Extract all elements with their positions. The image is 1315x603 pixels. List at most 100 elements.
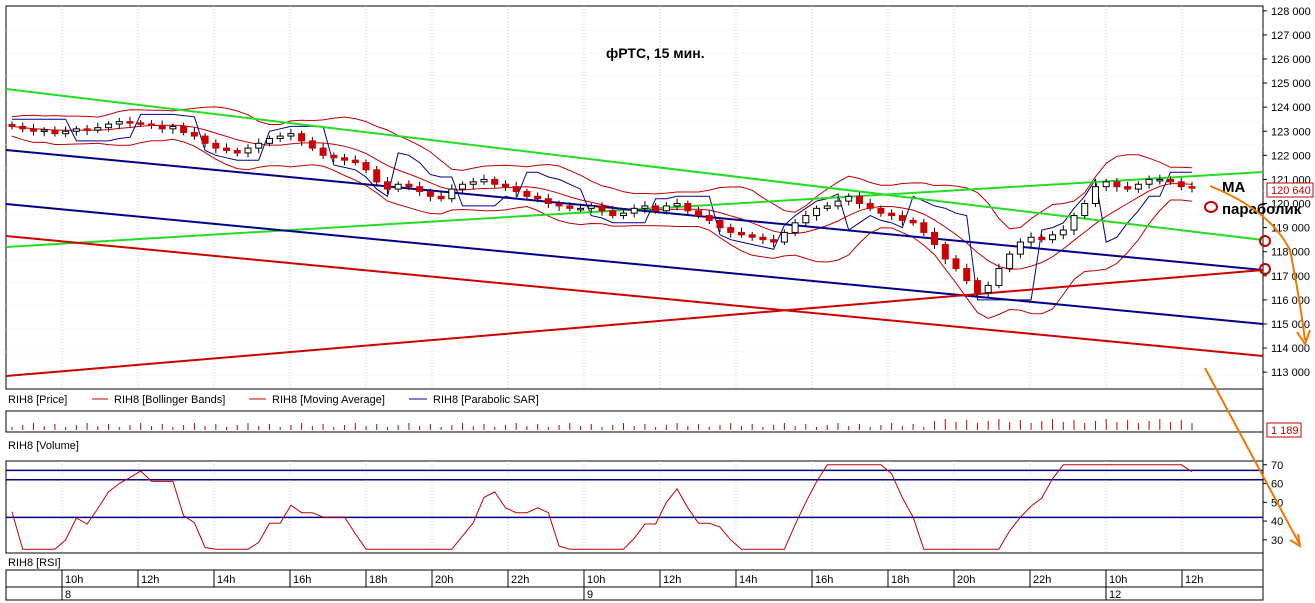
candle-body: [394, 183, 402, 190]
candle-body: [705, 215, 713, 221]
candle-body: [845, 195, 853, 202]
candle-body: [330, 154, 338, 159]
candle-body: [459, 183, 467, 190]
candle-body: [909, 219, 917, 224]
candle-body: [29, 128, 37, 132]
candle-body: [759, 236, 767, 241]
marker-circle: [1259, 235, 1271, 247]
candle-body: [898, 215, 906, 221]
candle-body: [748, 234, 756, 238]
candle-body: [169, 125, 177, 130]
candle-body: [147, 123, 155, 127]
candle-body: [587, 205, 595, 209]
candle-body: [501, 183, 509, 188]
legend-bollinger: RIH8 [Bollinger Bands]: [114, 394, 225, 406]
candle-body: [1156, 178, 1164, 182]
candle-body: [566, 205, 574, 209]
candle-body: [244, 147, 252, 154]
candle-body: [1016, 241, 1024, 255]
time-tick-label: 10h: [1109, 574, 1127, 586]
legend-sar: RIH8 [Parabolic SAR]: [433, 394, 539, 406]
candle-body: [137, 122, 145, 125]
candle-body: [1134, 183, 1142, 190]
day-tick-label: 9: [587, 589, 593, 601]
candle-body: [716, 219, 724, 229]
candle-body: [1102, 181, 1110, 188]
candle-body: [813, 207, 821, 217]
candle-body: [40, 129, 48, 133]
candle-body: [727, 227, 735, 233]
marker-circle: [1259, 263, 1271, 275]
candle-body: [105, 123, 113, 129]
rsi-tick-label: 40: [1271, 516, 1283, 528]
candle-body: [1006, 253, 1014, 270]
day-tick-label: 8: [65, 589, 71, 601]
candle-body: [652, 205, 660, 212]
price-tick-label: 123 000: [1271, 126, 1311, 138]
last-volume-value: 1 189: [1271, 425, 1299, 437]
price-tick-label: 122 000: [1271, 150, 1311, 162]
candle-body: [351, 159, 359, 164]
candle-body: [995, 268, 1003, 286]
price-panel-frame: [5, 5, 1264, 390]
candle-body: [512, 186, 520, 192]
time-tick-label: 18h: [891, 574, 909, 586]
candle-body: [1091, 186, 1099, 205]
candle-body: [1124, 186, 1132, 190]
candle-body: [941, 243, 949, 260]
candle-body: [383, 181, 391, 190]
candle-body: [1081, 203, 1089, 217]
candle-body: [158, 124, 166, 130]
candle-body: [19, 125, 27, 130]
candle-body: [83, 128, 91, 131]
candle-body: [201, 135, 209, 144]
candle-body: [823, 205, 831, 209]
candle-body: [190, 131, 198, 137]
candle-body: [255, 142, 263, 149]
volume-panel-label: RIH8 [Volume]: [8, 440, 79, 452]
candle-body: [544, 198, 552, 205]
candle-body: [319, 147, 327, 156]
candle-body: [1177, 181, 1185, 188]
time-tick-label: 12h: [1185, 574, 1203, 586]
candle-body: [866, 203, 874, 209]
legend-price: RIH8 [Price]: [8, 394, 67, 406]
candle-body: [308, 140, 316, 149]
candle-body: [223, 147, 231, 152]
time-tick-label: 12h: [141, 574, 159, 586]
rsi-forecast-arrowhead: [1289, 533, 1302, 548]
candle-body: [963, 268, 971, 282]
blue-channel-lower: [5, 203, 1264, 325]
candle-body: [276, 135, 284, 139]
candle-body: [8, 124, 16, 127]
price-tick-label: 125 000: [1271, 78, 1311, 90]
candle-body: [426, 190, 434, 197]
candle-body: [212, 142, 220, 149]
rsi-tick-label: 60: [1271, 479, 1283, 491]
candle-body: [791, 222, 799, 233]
green-channel-upper: [5, 88, 1264, 241]
time-tick-label: 16h: [815, 574, 833, 586]
candle-body: [534, 195, 542, 200]
time-tick-label: 14h: [217, 574, 235, 586]
price-tick-label: 114 000: [1271, 343, 1310, 355]
candle-body: [952, 258, 960, 270]
forecast-arrowhead: [1296, 329, 1311, 347]
time-tick-label: 20h: [435, 574, 453, 586]
candle-body: [641, 205, 649, 209]
candle-body: [72, 128, 80, 132]
annotation-ma: MA: [1222, 179, 1245, 196]
candle-body: [598, 205, 606, 212]
candle-body: [491, 178, 499, 185]
marker-circle: [1204, 201, 1218, 213]
candle-body: [1113, 181, 1121, 188]
legend: RIH8 [Price] RIH8 [Bollinger Bands] RIH8…: [8, 394, 539, 406]
price-tick-label: 124 000: [1271, 102, 1311, 114]
candle-body: [416, 186, 424, 192]
candle-body: [62, 130, 70, 135]
candle-body: [437, 195, 445, 200]
forecast-arrow: [1209, 185, 1306, 341]
candle-body: [51, 129, 59, 135]
